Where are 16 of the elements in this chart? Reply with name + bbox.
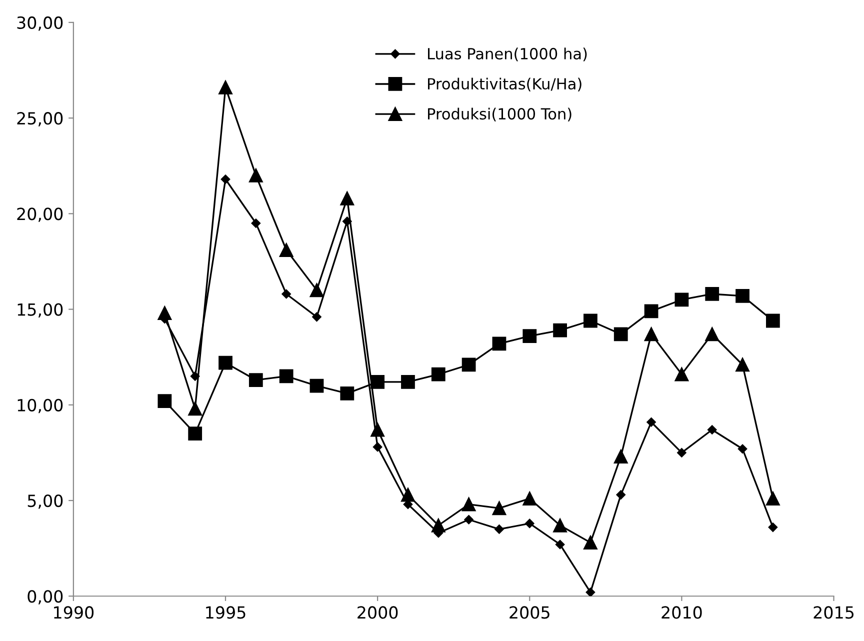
y-tick-label: 20,00 xyxy=(17,208,63,222)
y-tick-label: 0,00 xyxy=(28,590,63,604)
legend-label: Produktivitas(Ku/Ha) xyxy=(428,78,582,92)
x-tick-label: 1990 xyxy=(54,606,94,619)
y-tick-label: 10,00 xyxy=(18,398,63,414)
legend-label: Luas Panen(1000 ha) xyxy=(428,48,587,62)
x-tick-label: 2015 xyxy=(814,606,854,619)
y-tick-label: 25,00 xyxy=(17,112,63,126)
y-tick-label: 30,00 xyxy=(17,16,63,31)
legend-label: Produksi(1000 Ton) xyxy=(428,108,572,122)
x-tick-label: 1995 xyxy=(206,606,246,619)
x-tick-label: 2000 xyxy=(358,606,398,619)
x-tick-label: 2010 xyxy=(662,606,702,619)
y-tick-label: 15,00 xyxy=(18,303,63,318)
y-tick-label: 5,00 xyxy=(28,494,63,509)
x-tick-label: 2005 xyxy=(510,606,550,619)
